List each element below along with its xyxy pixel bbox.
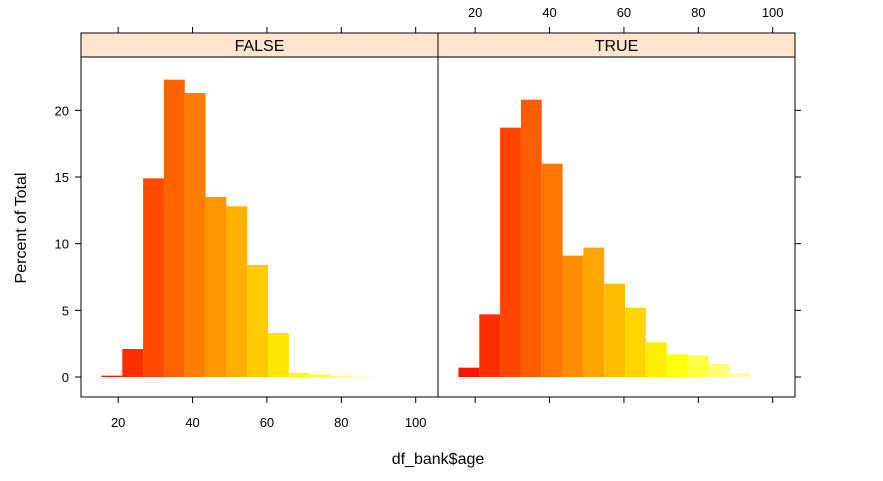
panel-strip-label: TRUE: [595, 38, 639, 55]
y-tick-label: 15: [55, 170, 69, 185]
panel-strip: [80, 32, 439, 58]
x-tick-label: 40: [542, 5, 556, 20]
histogram-bar: [351, 376, 373, 377]
histogram-bar: [479, 314, 501, 377]
histogram-bar: [101, 375, 123, 377]
histogram-bar: [500, 127, 521, 378]
histogram-bar: [309, 374, 331, 377]
x-tick-label: 100: [762, 5, 784, 20]
x-tick-label: 40: [185, 415, 199, 430]
histogram-bar: [330, 375, 352, 377]
histogram-bar: [583, 247, 605, 377]
x-tick-label: 60: [260, 415, 274, 430]
panel-true: TRUE 20 40 60 80 100: [437, 5, 801, 403]
x-tick-label: 100: [405, 415, 427, 430]
histogram-bar: [604, 283, 626, 377]
histogram-bar: [520, 99, 542, 378]
histogram-bar: [226, 206, 248, 377]
histogram-bar: [288, 373, 310, 377]
panel-frame: [437, 56, 796, 398]
y-tick-label: 5: [62, 303, 69, 318]
x-tick-label: 80: [334, 415, 348, 430]
x-tick-label: 20: [111, 415, 125, 430]
histogram-bar: [625, 307, 646, 377]
histogram-bar: [562, 255, 584, 377]
histogram-bar: [205, 197, 227, 377]
histogram-bar: [122, 349, 144, 377]
y-tick-label: 0: [62, 370, 69, 385]
histogram-bar: [708, 363, 730, 377]
histogram-bar: [458, 367, 480, 377]
histogram-bar: [247, 265, 269, 377]
panel-false: FALSE 20 40 60 80 100 0 5 10 15 20: [55, 27, 439, 430]
histogram-bar: [143, 178, 164, 377]
histogram-bar: [687, 355, 709, 377]
y-axis-title: Percent of Total: [13, 173, 30, 284]
panels-layer: FALSE 20 40 60 80 100 0 5 10 15 20 TRUE 20 40 60 80 100: [55, 5, 801, 430]
histogram-bar: [666, 354, 688, 377]
histogram-bar: [268, 333, 289, 377]
histogram-bar: [729, 373, 751, 377]
x-tick-label: 20: [468, 5, 482, 20]
histogram-bar: [541, 163, 563, 377]
histogram-bar: [184, 93, 206, 377]
x-tick-label: 80: [691, 5, 705, 20]
panel-strip-label: FALSE: [235, 38, 285, 55]
y-tick-label: 20: [55, 103, 69, 118]
x-axis-title: df_bank$age: [392, 451, 485, 468]
histogram-bar: [163, 79, 185, 378]
y-tick-label: 10: [55, 237, 69, 252]
histogram-bar: [645, 342, 667, 377]
x-tick-label: 60: [617, 5, 631, 20]
